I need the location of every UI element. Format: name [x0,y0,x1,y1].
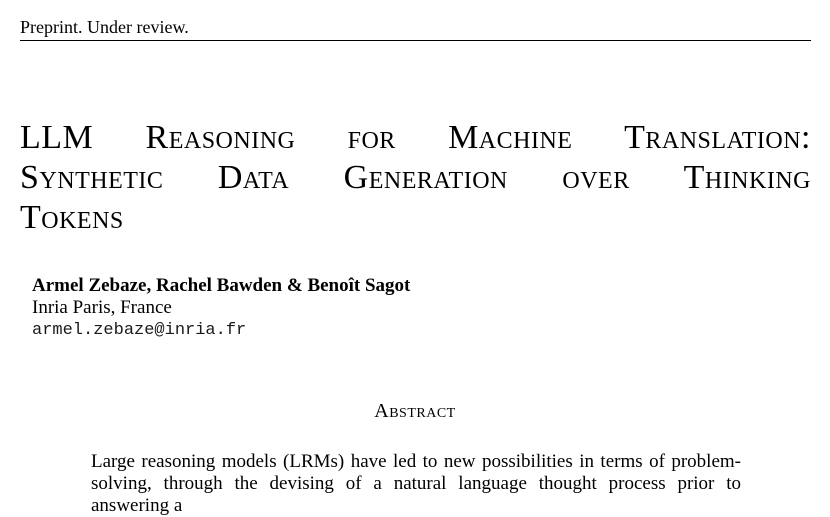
preprint-notice: Preprint. Under review. [20,17,189,37]
title-line-1: LLM Reasoning for Machine Translation: [20,119,811,156]
header-rule [20,40,811,41]
author-affiliation: Inria Paris, France [32,297,172,318]
author-list: Armel Zebaze, Rachel Bawden & Benoît Sag… [32,275,411,296]
paper-title: LLM Reasoning for Machine Translation: S… [20,118,811,238]
title-line-3: Tokens [20,199,124,236]
abstract-text: Large reasoning models (LRMs) have led t… [91,451,741,516]
author-email[interactable]: armel.zebaze@inria.fr [32,321,247,340]
abstract-heading: Abstract [374,400,456,422]
title-line-2: Synthetic Data Generation over Thinking [20,159,811,196]
